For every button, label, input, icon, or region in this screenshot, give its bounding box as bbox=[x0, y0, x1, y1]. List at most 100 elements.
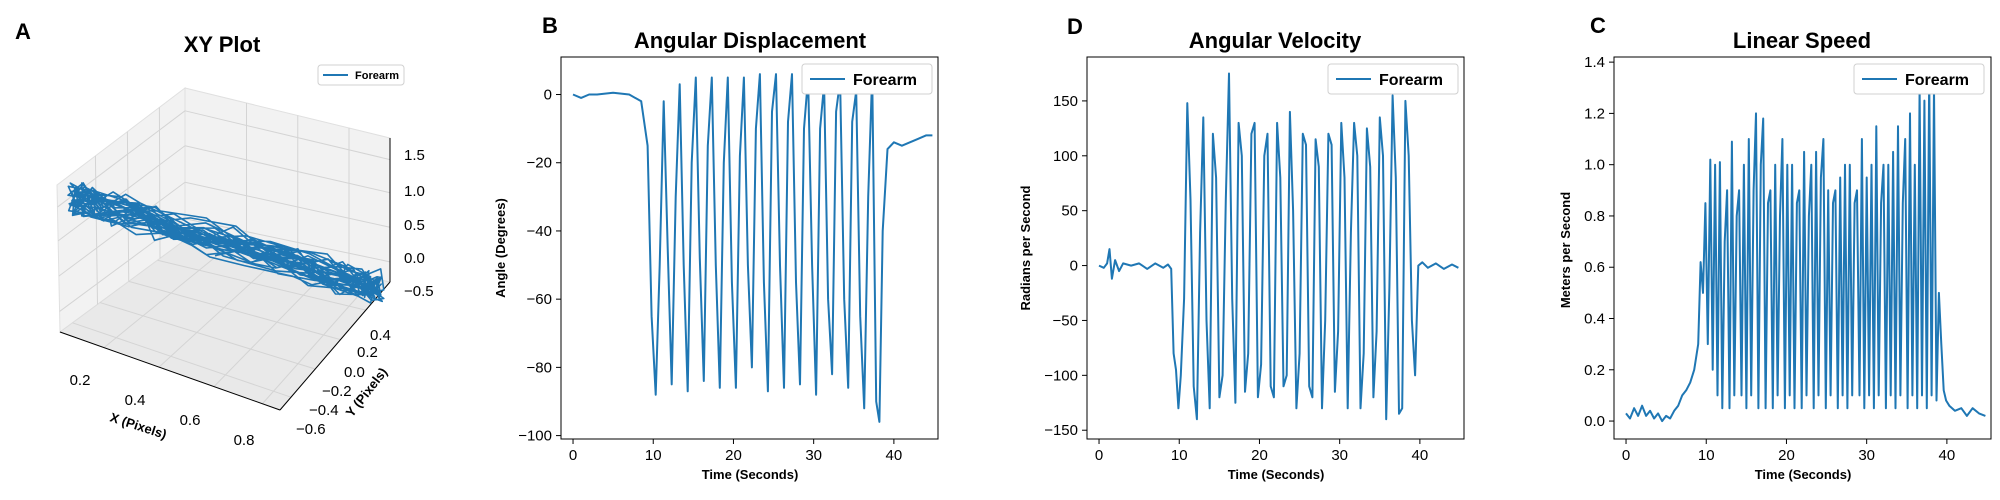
y-tick-label: 0 bbox=[544, 87, 552, 104]
grid-line bbox=[57, 145, 186, 242]
x-tick-label: 10 bbox=[1171, 447, 1188, 464]
legend-label: Forearm bbox=[355, 70, 399, 82]
x-tick-label: 40 bbox=[1412, 447, 1429, 464]
y-axis-label: Radians per Second bbox=[1018, 185, 1033, 310]
legend-label: Forearm bbox=[1379, 72, 1443, 89]
y-tick-label: −20 bbox=[527, 155, 552, 172]
legend-box bbox=[1853, 63, 1985, 95]
y-tick-label: 1.4 bbox=[1584, 54, 1605, 71]
xy-plot-title: XY Plot bbox=[184, 32, 261, 57]
grid-line bbox=[103, 248, 227, 348]
chart-title: Angular Displacement bbox=[634, 28, 867, 53]
z-tick-label: 1.5 bbox=[404, 147, 425, 164]
x-tick-label: 10 bbox=[645, 447, 662, 464]
y-tick-label: 0.6 bbox=[1584, 259, 1605, 276]
x-tick-label: 0.8 bbox=[234, 432, 255, 449]
forearm-trajectory-3d bbox=[67, 182, 385, 304]
y-tick-label: −0.4 bbox=[309, 402, 339, 419]
xy-plot-3d: XY Plot 0.2 0.4 0.6 0.8 X (Pixels) −0.6 … bbox=[56, 32, 434, 449]
linear-speed-chart: Linear Speed 0 10 20 30 40 0.0 0.2 0.4 0.6 0.8 1.0… bbox=[1558, 28, 1992, 482]
grid-line bbox=[158, 258, 278, 368]
x-axis-label: X (Pixels) bbox=[108, 410, 168, 442]
y-tick-label: 0.0 bbox=[1584, 413, 1605, 430]
legend: Forearm bbox=[801, 63, 933, 95]
y-tick-label: 0.4 bbox=[1584, 311, 1605, 328]
plot-frame bbox=[1613, 56, 1992, 440]
y-tick-label: −0.6 bbox=[296, 421, 326, 438]
x-tick-label: 0 bbox=[1622, 447, 1630, 464]
y-tick-label: −80 bbox=[527, 359, 552, 376]
forearm-line bbox=[572, 73, 933, 423]
x-tick-label: 40 bbox=[1939, 447, 1956, 464]
grid-line bbox=[99, 302, 316, 370]
series-line bbox=[1625, 73, 1986, 423]
axes-ticks: 0 10 20 30 40 0 −20 −40 −60 −80 −100 bbox=[518, 87, 902, 464]
grid-line bbox=[157, 259, 366, 311]
plot-frame bbox=[1086, 56, 1465, 440]
grid-line bbox=[94, 155, 98, 305]
y-axis-label: Meters per Second bbox=[1558, 192, 1573, 308]
y-axis-label: Angle (Degrees) bbox=[493, 198, 508, 298]
legend-label: Forearm bbox=[1905, 72, 1969, 89]
y-tick-label: −50 bbox=[1053, 312, 1078, 329]
x-tick-label: 20 bbox=[1778, 447, 1795, 464]
x-tick-label: 40 bbox=[886, 447, 903, 464]
y-axis-line bbox=[279, 281, 391, 411]
legend-box bbox=[801, 63, 933, 95]
y-tick-label: 0.2 bbox=[1584, 362, 1605, 379]
y-tick-label: −60 bbox=[527, 291, 552, 308]
y-tick-label: 0.8 bbox=[1584, 208, 1605, 225]
grid-line bbox=[262, 278, 374, 405]
x-tick-label: 0 bbox=[569, 447, 577, 464]
y-tick-label: 50 bbox=[1061, 203, 1078, 220]
y-tick-label: 0.2 bbox=[357, 344, 378, 361]
y-tick-label: 150 bbox=[1053, 93, 1078, 110]
x-tick-label: 20 bbox=[725, 447, 742, 464]
panel-letter-b: B bbox=[542, 13, 558, 38]
x-tick-label: 0.4 bbox=[125, 392, 146, 409]
panel-letter-d: D bbox=[1067, 14, 1083, 39]
grid-line bbox=[184, 145, 391, 194]
legend: Forearm bbox=[1327, 63, 1459, 95]
grid-line bbox=[184, 110, 391, 161]
y-tick-label: 0.4 bbox=[370, 327, 391, 344]
grid-line bbox=[158, 107, 161, 259]
z-tick-label: −0.5 bbox=[404, 283, 434, 300]
grid-line bbox=[184, 181, 391, 228]
axes-ticks: 0 10 20 30 40 0.0 0.2 0.4 0.6 0.8 1.0 1.2 1.4 bbox=[1584, 54, 1955, 464]
z-tick-label: 1.0 bbox=[404, 183, 425, 200]
grid-line bbox=[58, 181, 186, 277]
legend-label: Forearm bbox=[853, 72, 917, 89]
legend-box bbox=[317, 64, 405, 86]
x-axis-label: Time (Seconds) bbox=[702, 467, 799, 482]
y-tick-label: 0.0 bbox=[344, 364, 365, 381]
angular-displacement-chart: Angular Displacement 0 10 20 30 40 0 −20 −40 −60… bbox=[493, 28, 939, 482]
grid-line bbox=[128, 280, 341, 341]
y-tick-label: −0.2 bbox=[322, 383, 352, 400]
grid-line bbox=[184, 218, 391, 263]
x-tick-label: 30 bbox=[805, 447, 822, 464]
series-line bbox=[572, 73, 933, 423]
x-axis-line bbox=[59, 331, 281, 411]
x-tick-label: 30 bbox=[1331, 447, 1348, 464]
grid-line bbox=[126, 131, 130, 282]
z-tick-label: 0.5 bbox=[404, 217, 425, 234]
axes-ticks: 0 10 20 30 40 150 100 50 0 −50 −100 −150 bbox=[1044, 93, 1428, 464]
z-tick-label: 0.0 bbox=[404, 250, 425, 267]
forearm-path bbox=[67, 182, 385, 304]
y-tick-label: −100 bbox=[1044, 367, 1078, 384]
grid-line bbox=[72, 322, 292, 398]
y-tick-label: 0 bbox=[1070, 258, 1078, 275]
x-tick-label: 10 bbox=[1698, 447, 1715, 464]
y-tick-label: 1.0 bbox=[1584, 157, 1605, 174]
legend-box bbox=[1327, 63, 1459, 95]
y-tick-label: −40 bbox=[527, 223, 552, 240]
plot-frame bbox=[560, 56, 939, 440]
series-line bbox=[1098, 72, 1459, 421]
chart-title: Angular Velocity bbox=[1189, 28, 1362, 53]
chart-title: Linear Speed bbox=[1733, 28, 1871, 53]
x-axis-label: Time (Seconds) bbox=[1228, 467, 1325, 482]
forearm-line bbox=[1098, 72, 1459, 421]
forearm-line bbox=[1625, 73, 1986, 423]
